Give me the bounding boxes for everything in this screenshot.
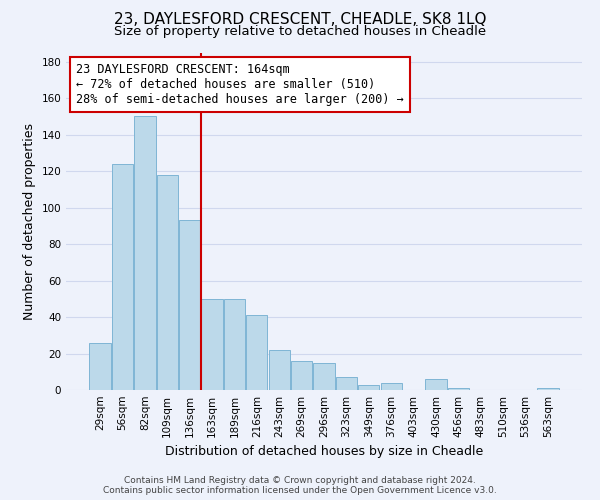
- Bar: [179, 220, 200, 390]
- Bar: [425, 379, 446, 390]
- Bar: [269, 350, 290, 390]
- Bar: [112, 164, 133, 390]
- Bar: [537, 388, 559, 390]
- Bar: [336, 377, 357, 390]
- Text: 23, DAYLESFORD CRESCENT, CHEADLE, SK8 1LQ: 23, DAYLESFORD CRESCENT, CHEADLE, SK8 1L…: [114, 12, 486, 28]
- Bar: [246, 315, 268, 390]
- Y-axis label: Number of detached properties: Number of detached properties: [23, 122, 36, 320]
- X-axis label: Distribution of detached houses by size in Cheadle: Distribution of detached houses by size …: [165, 446, 483, 458]
- Text: 23 DAYLESFORD CRESCENT: 164sqm
← 72% of detached houses are smaller (510)
28% of: 23 DAYLESFORD CRESCENT: 164sqm ← 72% of …: [76, 62, 404, 106]
- Text: Size of property relative to detached houses in Cheadle: Size of property relative to detached ho…: [114, 25, 486, 38]
- Bar: [448, 388, 469, 390]
- Bar: [313, 362, 335, 390]
- Bar: [202, 299, 223, 390]
- Bar: [291, 361, 312, 390]
- Text: Contains HM Land Registry data © Crown copyright and database right 2024.
Contai: Contains HM Land Registry data © Crown c…: [103, 476, 497, 495]
- Bar: [380, 382, 402, 390]
- Bar: [358, 384, 379, 390]
- Bar: [134, 116, 155, 390]
- Bar: [89, 342, 111, 390]
- Bar: [157, 174, 178, 390]
- Bar: [224, 299, 245, 390]
